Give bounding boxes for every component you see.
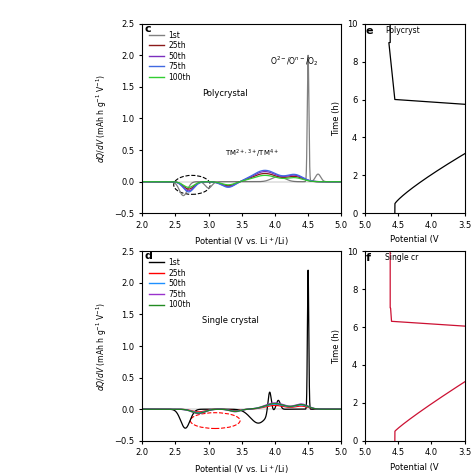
Text: Polycrystal: Polycrystal — [202, 89, 247, 98]
Text: TM$^{2+,3+}$/TM$^{4+}$: TM$^{2+,3+}$/TM$^{4+}$ — [225, 147, 279, 160]
X-axis label: Potential (V vs. Li$^+$/Li): Potential (V vs. Li$^+$/Li) — [194, 463, 289, 474]
X-axis label: Potential (V vs. Li$^+$/Li): Potential (V vs. Li$^+$/Li) — [194, 236, 289, 248]
X-axis label: Potential (V: Potential (V — [391, 463, 439, 472]
Legend: 1st, 25th, 50th, 75th, 100th: 1st, 25th, 50th, 75th, 100th — [146, 27, 194, 85]
Text: e: e — [366, 26, 374, 36]
Text: d: d — [144, 251, 152, 261]
Text: Polycryst: Polycryst — [385, 26, 419, 35]
Text: f: f — [366, 253, 371, 263]
X-axis label: Potential (V: Potential (V — [391, 236, 439, 245]
Y-axis label: Time (h): Time (h) — [332, 328, 341, 364]
Legend: 1st, 25th, 50th, 75th, 100th: 1st, 25th, 50th, 75th, 100th — [146, 255, 194, 312]
Text: c: c — [144, 24, 151, 34]
Text: O$^{2-}$/O$^{n-}$/O$_2$: O$^{2-}$/O$^{n-}$/O$_2$ — [271, 55, 319, 68]
Y-axis label: $dQ/dV$ (mAh h g$^{-1}$ V$^{-1}$): $dQ/dV$ (mAh h g$^{-1}$ V$^{-1}$) — [94, 74, 109, 163]
Text: Single crystal: Single crystal — [202, 316, 259, 325]
Y-axis label: Time (h): Time (h) — [332, 101, 341, 136]
Y-axis label: $dQ/dV$ (mAh h g$^{-1}$ V$^{-1}$): $dQ/dV$ (mAh h g$^{-1}$ V$^{-1}$) — [94, 301, 109, 391]
Text: Single cr: Single cr — [385, 253, 418, 262]
